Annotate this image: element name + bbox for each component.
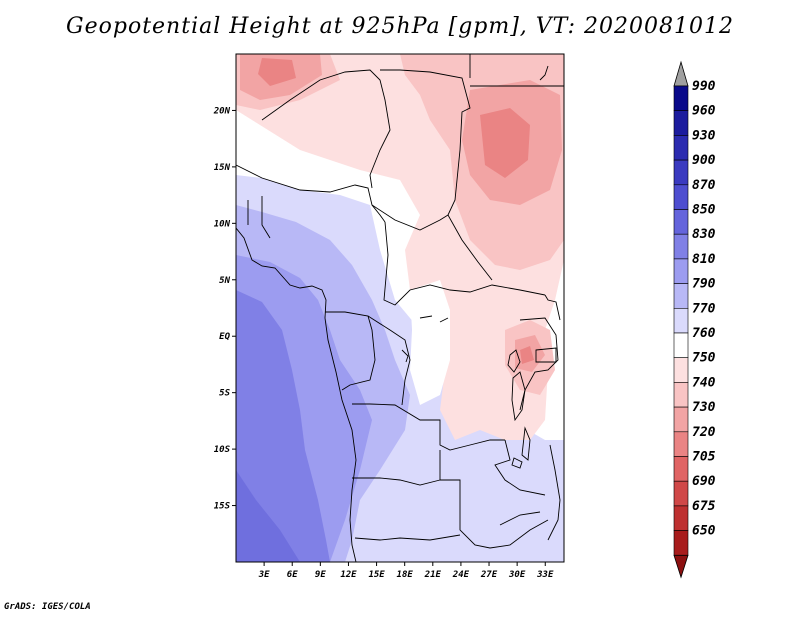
colorbar-swatch-750 [673,357,689,383]
longitude-axis: 3E 6E 9E 12E 15E 18E 21E 24E 27E 30E 33E [258,562,554,580]
lon-tick-label-10: 33E [536,570,554,580]
border-11 [494,439,546,496]
lake-4 [511,457,523,469]
borders [236,54,564,562]
colorbar-label-830: 830 [692,227,716,242]
border-1 [261,69,391,189]
river-1 [401,349,409,363]
colorbar-swatch-960 [673,110,689,136]
colorbar-swatch-930 [673,135,689,161]
footer-credit: GrADS: IGES/COLA [4,602,91,612]
colorbar-label-770: 770 [692,301,716,316]
lat-tick-label-3: 5N [219,276,230,286]
border-13 [352,477,441,486]
lat-tick-label-2: 10N [214,219,231,229]
lat-tick-label-1: 15N [214,163,231,173]
river-2 [419,315,449,323]
colorbar-label-750: 750 [692,351,716,366]
colorbar-label-760: 760 [692,326,716,341]
lon-tick-label-2: 9E [315,570,326,580]
lon-tick-label-4: 15E [368,570,385,580]
coast-nile [539,65,549,81]
field-850-region [236,470,300,562]
height-field [236,54,564,562]
border-4 [236,164,386,223]
colorbar-label-810: 810 [692,252,716,267]
colorbar-label-790: 790 [692,277,716,292]
lon-tick-label-1: 6E [287,570,298,580]
border-14 [354,534,461,541]
colorbar-swatch-730 [673,406,689,433]
colorbar-label-990: 990 [692,79,716,94]
colorbar-label-675: 675 [692,499,716,514]
border-16 [544,294,561,321]
colorbar-swatch-870 [673,184,689,210]
lat-tick-label-6: 10S [214,445,231,455]
field-760-pocket [410,280,450,405]
border-12 [439,450,549,549]
border-3 [469,54,564,87]
colorbar-label-930: 930 [692,128,716,143]
border-2 [380,69,471,216]
colorbar-label-690: 690 [692,474,716,489]
border-15 [519,317,559,411]
lat-tick-label-0: 20N [213,106,231,116]
lat-tick-label-7: 15S [214,502,231,512]
lon-tick-label-8: 27E [480,570,498,580]
lake-2 [511,371,526,422]
colorbar-swatch-690 [673,480,689,507]
lon-tick-label-5: 18E [397,570,414,580]
colorbar-swatch-830 [673,233,689,260]
colorbar-label-960: 960 [692,104,716,119]
map-title: Geopotential Height at 925hPa [gpm], VT:… [66,14,734,39]
colorbar-swatch-900 [673,159,689,186]
colorbar-label-870: 870 [692,178,716,193]
colorbar-swatch-760 [673,332,689,359]
border-9 [367,315,411,406]
border-10 [352,403,505,451]
colorbar-label-850: 850 [692,203,716,218]
colorbar-swatch-990 [673,85,689,112]
border-7 [383,221,546,306]
colorbar-label-720: 720 [692,425,716,440]
colorbar-swatch-650 [673,530,689,556]
lon-tick-label-6: 21E [424,570,442,580]
border-17 [535,347,557,363]
colorbar-swatch-740 [673,382,689,408]
colorbar-bottom-arrow [673,554,689,579]
lake-3 [521,426,531,461]
colorbar-swatch-810 [673,258,689,284]
lon-tick-label-7: 24E [452,570,470,580]
field-830-region [236,290,330,562]
lon-tick-label-9: 30E [508,570,526,580]
latitude-axis: 20N 15N 10N 5N EQ 5S 10S 15S [213,106,236,512]
border-8 [325,311,376,391]
colorbar-swatch-790 [673,283,689,309]
colorbar-swatch-720 [673,431,689,457]
map-frame [235,53,565,563]
colorbar-label-730: 730 [692,400,716,415]
colorbar: 990 960 930 900 870 850 830 810 790 770 760 750 740 7… [673,60,716,579]
colorbar-swatch-850 [673,209,689,235]
lat-tick-label-4: EQ [219,332,230,342]
colorbar-top-arrow [673,60,689,87]
lat-tick-label-5: 5S [219,389,230,399]
lon-tick-label-0: 3E [258,570,270,580]
colorbar-swatch-705 [673,456,689,482]
border-5 [371,204,493,281]
lake-1 [507,349,521,373]
coast-east-2 [499,511,541,526]
colorbar-swatch-770 [673,307,689,334]
colorbar-label-740: 740 [692,375,716,390]
colorbar-swatch-675 [673,505,689,531]
colorbar-label-900: 900 [692,153,716,168]
coastline [236,227,357,562]
lon-tick-label-3: 12E [340,570,357,580]
border-6 [247,196,271,239]
colorbar-label-705: 705 [692,450,716,465]
colorbar-label-650: 650 [692,524,716,539]
field-730-region [240,54,562,372]
coast-east-1 [547,444,561,541]
